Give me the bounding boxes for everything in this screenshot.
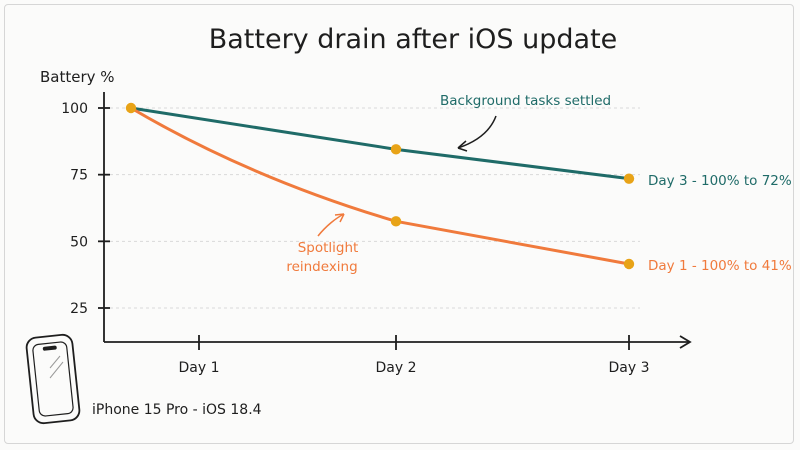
series-1-point-2 (390, 144, 402, 155)
series-line-2 (129, 106, 631, 266)
annotation-spotlight-line2: reindexing (286, 259, 357, 275)
y-axis-label: Battery % (40, 68, 115, 86)
end-label-day3: Day 3 - 100% to 72% (648, 173, 792, 189)
gridlines (104, 107, 640, 309)
y-tick-label-25: 25 (70, 301, 88, 317)
series-2-point-2 (390, 216, 402, 227)
annotation-background-tasks: Background tasks settled (440, 93, 611, 109)
annotation-arrowhead-spotlight (334, 213, 345, 223)
x-tick-label-1: Day 1 (178, 360, 219, 376)
series-1-point-3 (623, 173, 635, 184)
series-markers (125, 102, 635, 270)
y-tick-label-50: 50 (70, 234, 88, 250)
annotation-spotlight-line1: Spotlight (298, 240, 359, 256)
y-tick-label-75: 75 (70, 168, 88, 184)
start-point (125, 102, 137, 114)
series-lines (129, 106, 631, 266)
series-2-point-3 (623, 258, 635, 270)
device-caption: iPhone 15 Pro - iOS 18.4 (92, 402, 262, 418)
y-ticks: 25 50 75 100 (61, 101, 110, 317)
annotation-arrowhead-background (457, 140, 468, 152)
chart-title: Battery drain after iOS update (209, 24, 618, 55)
phone-icon (25, 333, 81, 425)
y-tick-label-100: 100 (61, 101, 88, 117)
x-ticks: Day 1 Day 2 Day 3 (178, 335, 650, 376)
x-axis-arrow (679, 335, 692, 349)
end-label-day1: Day 1 - 100% to 41% (648, 258, 792, 274)
x-tick-label-2: Day 2 (375, 360, 416, 376)
annotation-arrow-spotlight (317, 213, 345, 237)
x-tick-label-3: Day 3 (608, 360, 649, 376)
annotation-arrow-background (457, 115, 497, 149)
series-line-1 (129, 106, 631, 181)
